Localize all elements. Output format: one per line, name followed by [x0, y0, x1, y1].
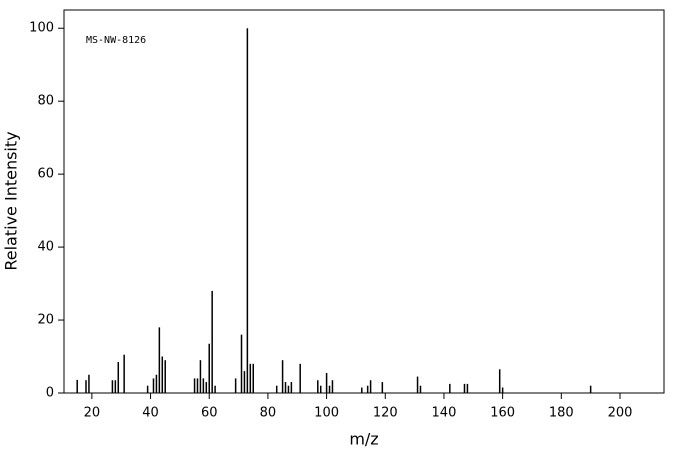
- y-tick-label: 60: [37, 167, 54, 182]
- x-tick-label: 180: [549, 406, 574, 421]
- y-tick-label: 20: [37, 313, 54, 328]
- x-tick-label: 140: [432, 406, 457, 421]
- x-tick-label: 80: [260, 406, 277, 421]
- x-tick-label: 160: [490, 406, 515, 421]
- x-tick-label: 40: [142, 406, 159, 421]
- x-tick-label: 100: [314, 406, 339, 421]
- x-tick-label: 20: [84, 406, 101, 421]
- y-tick-label: 80: [37, 94, 54, 109]
- plot-frame: [63, 9, 665, 394]
- y-tick-label: 0: [46, 386, 54, 401]
- annotation: MS-NW-8126: [86, 35, 146, 46]
- y-axis-label: Relative Intensity: [2, 131, 21, 270]
- x-tick-label: 60: [201, 406, 218, 421]
- y-tick-label: 40: [37, 240, 54, 255]
- y-tick-label: 100: [29, 21, 54, 36]
- x-tick-label: 200: [608, 406, 633, 421]
- x-tick-label: 120: [373, 406, 398, 421]
- x-axis-label: m/z: [349, 430, 378, 449]
